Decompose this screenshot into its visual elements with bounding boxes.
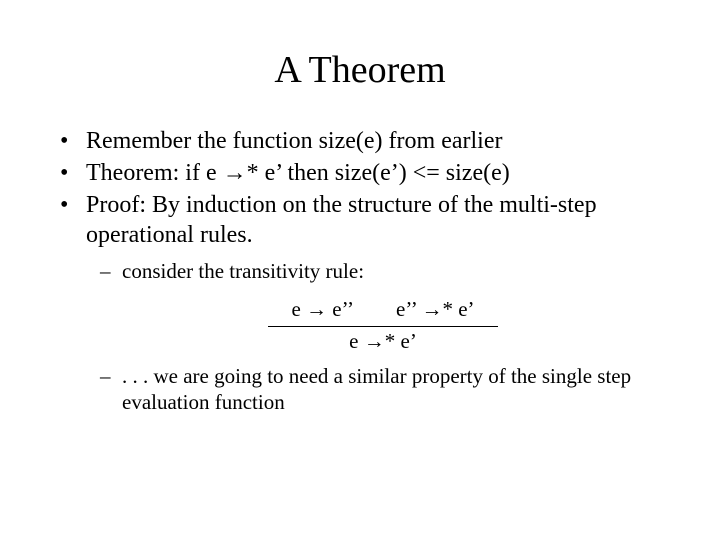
- rule-premises: e → e’’ e’’ →* e’: [273, 294, 492, 324]
- sub-bullet-item: . . . we are going to need a similar pro…: [100, 363, 680, 416]
- bullet-item: Remember the function size(e) from earli…: [60, 126, 680, 156]
- bullet-list: Remember the function size(e) from earli…: [60, 126, 680, 415]
- slide: { "title": "A Theorem", "bullets": { "b1…: [0, 0, 720, 540]
- slide-title: A Theorem: [0, 0, 720, 126]
- bullet-item: Theorem: if e →* e’ then size(e’) <= siz…: [60, 158, 680, 188]
- sub-bullet-item: consider the transitivity rule:: [100, 258, 680, 284]
- sub-bullet-list: . . . we are going to need a similar pro…: [86, 363, 680, 416]
- slide-body: Remember the function size(e) from earli…: [0, 126, 720, 415]
- sub-bullet-list: consider the transitivity rule:: [86, 258, 680, 284]
- bullet-item: Proof: By induction on the structure of …: [60, 190, 680, 415]
- inference-rule: e → e’’ e’’ →* e’ e →* e’: [86, 294, 680, 354]
- rule-conclusion: e →* e’: [86, 327, 680, 354]
- rule-premise-right: e’’ →* e’: [378, 296, 493, 322]
- bullet-text: Proof: By induction on the structure of …: [86, 192, 597, 248]
- rule-premise-left: e → e’’: [273, 296, 372, 322]
